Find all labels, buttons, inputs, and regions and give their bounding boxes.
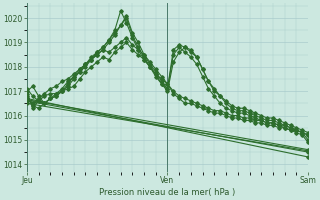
X-axis label: Pression niveau de la mer( hPa ): Pression niveau de la mer( hPa ) (100, 188, 236, 197)
